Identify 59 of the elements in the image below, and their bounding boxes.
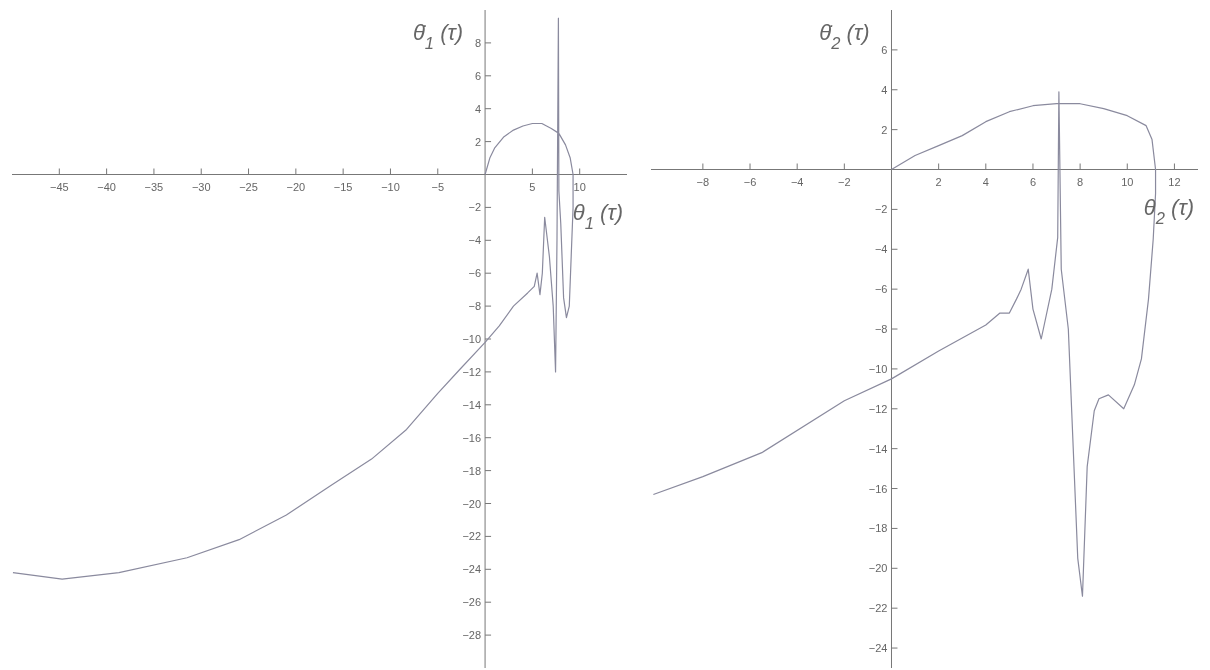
y-tick-label: −14 — [868, 442, 888, 455]
x-tick-label: −4 — [790, 175, 804, 188]
x-tick-label: −35 — [144, 180, 164, 193]
x-tick-label: −2 — [838, 175, 851, 188]
y-tick-label: −22 — [462, 530, 482, 543]
x-tick-label: 5 — [529, 180, 536, 193]
y-tick-label: −20 — [868, 562, 888, 575]
x-tick-label: −45 — [49, 180, 69, 193]
x-tick-label: −25 — [239, 180, 258, 193]
y-tick-label: −18 — [462, 464, 482, 477]
x-tick-label: −30 — [191, 180, 211, 193]
y-tick-label: −16 — [462, 431, 482, 444]
x-axis-title: θ$_{1}$(τ) — [572, 199, 623, 232]
y-tick-label: 6 — [474, 69, 482, 82]
x-tick-label: 2 — [935, 175, 942, 188]
y-tick-label: −8 — [874, 323, 888, 336]
y-tick-label: −12 — [462, 365, 482, 378]
x-tick-label: 10 — [1121, 175, 1134, 188]
y-tick-label: −22 — [868, 602, 888, 615]
y-tick-label: −4 — [468, 234, 482, 247]
y-tick-label: −26 — [462, 596, 482, 609]
y-axis-title: θ̇$_{1}$(τ) — [412, 20, 464, 52]
x-tick-label: −8 — [696, 175, 710, 188]
y-tick-label: −28 — [462, 629, 482, 642]
x-axis-title: θ$_{2}$(τ) — [1143, 194, 1194, 227]
y-tick-label: −2 — [874, 203, 888, 216]
y-tick-label: −10 — [868, 362, 888, 375]
y-tick-label: −4 — [874, 243, 888, 256]
y-tick-label: −24 — [868, 642, 888, 655]
x-tick-label: 4 — [982, 175, 989, 188]
y-tick-label: 4 — [881, 83, 888, 96]
y-tick-label: 6 — [881, 43, 888, 56]
x-tick-label: −15 — [333, 180, 353, 193]
x-tick-label: 12 — [1168, 175, 1181, 188]
y-axis-title: θ̇$_{2}$(τ) — [819, 20, 870, 52]
y-tick-label: −24 — [462, 563, 482, 576]
x-tick-label: −5 — [431, 180, 445, 193]
y-tick-label: −6 — [468, 267, 482, 280]
y-tick-label: −10 — [462, 333, 482, 345]
y-tick-label: 2 — [474, 135, 482, 148]
line-series — [12, 17, 574, 580]
y-tick-label: −18 — [868, 522, 888, 535]
x-tick-label: 8 — [1077, 175, 1084, 188]
y-tick-label: −20 — [462, 497, 482, 510]
x-tick-label: −6 — [743, 175, 757, 188]
y-tick-label: −12 — [868, 402, 888, 415]
y-tick-label: 8 — [474, 36, 482, 49]
y-tick-label: 4 — [474, 102, 482, 115]
x-tick-label: −20 — [286, 180, 306, 193]
x-tick-label: −40 — [97, 180, 116, 193]
y-tick-label: −8 — [468, 300, 482, 313]
y-tick-label: −14 — [462, 398, 482, 411]
x-tick-label: 10 — [573, 180, 586, 193]
y-tick-label: −16 — [868, 482, 888, 495]
x-tick-label: 6 — [1029, 175, 1037, 188]
x-tick-label: −10 — [381, 180, 400, 193]
y-tick-label: −6 — [874, 283, 888, 296]
y-tick-label: −2 — [468, 201, 482, 214]
y-tick-label: 2 — [881, 123, 888, 136]
